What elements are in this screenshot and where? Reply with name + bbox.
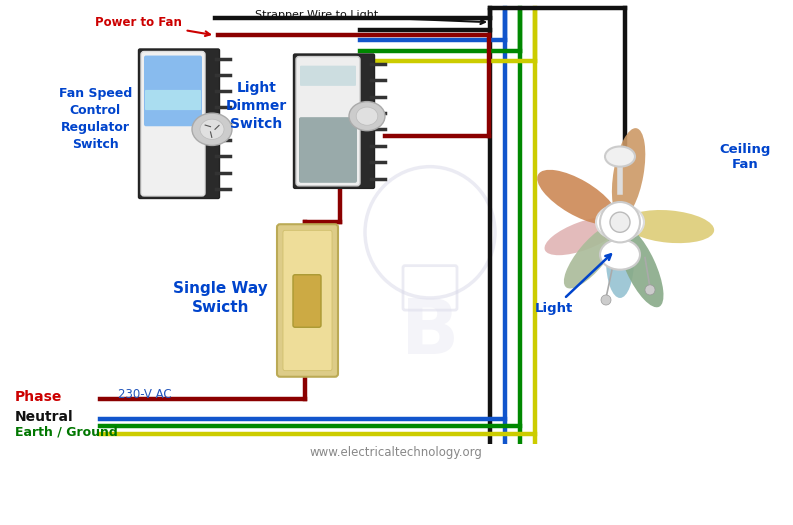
- Text: Single Way
Swicth: Single Way Swicth: [173, 280, 268, 316]
- Ellipse shape: [596, 205, 644, 240]
- Ellipse shape: [564, 224, 619, 289]
- Text: Wiring Connection of Ceiling Fan with Dimmer Light Switch: Wiring Connection of Ceiling Fan with Di…: [59, 485, 734, 505]
- FancyBboxPatch shape: [277, 224, 338, 377]
- FancyBboxPatch shape: [300, 66, 356, 86]
- Text: Strapper Wire to Light: Strapper Wire to Light: [255, 10, 485, 24]
- Text: Neutral: Neutral: [15, 410, 74, 424]
- Ellipse shape: [606, 222, 634, 298]
- Ellipse shape: [349, 102, 385, 131]
- Text: B: B: [401, 296, 459, 370]
- Ellipse shape: [612, 128, 646, 218]
- Circle shape: [610, 212, 630, 232]
- FancyBboxPatch shape: [145, 90, 201, 110]
- Text: Light
Dimmer
Switch: Light Dimmer Switch: [226, 81, 287, 131]
- FancyBboxPatch shape: [283, 230, 332, 371]
- Text: Ceiling
Fan: Ceiling Fan: [719, 143, 771, 171]
- FancyBboxPatch shape: [293, 275, 321, 327]
- Text: Earth / Ground: Earth / Ground: [15, 426, 117, 439]
- Circle shape: [601, 295, 611, 305]
- FancyBboxPatch shape: [139, 49, 220, 198]
- Ellipse shape: [200, 119, 224, 139]
- Ellipse shape: [545, 217, 620, 255]
- Ellipse shape: [600, 239, 640, 270]
- Text: Phase: Phase: [15, 390, 63, 404]
- Circle shape: [600, 202, 640, 243]
- Text: 230-V AC: 230-V AC: [118, 388, 171, 401]
- Ellipse shape: [192, 113, 232, 145]
- Ellipse shape: [624, 210, 714, 243]
- Ellipse shape: [537, 170, 617, 225]
- Ellipse shape: [356, 107, 377, 125]
- FancyBboxPatch shape: [144, 56, 202, 126]
- Text: Fan Speed
Control
Regulator
Switch: Fan Speed Control Regulator Switch: [59, 87, 132, 151]
- Circle shape: [645, 285, 655, 295]
- FancyBboxPatch shape: [296, 57, 360, 186]
- Ellipse shape: [605, 146, 635, 166]
- Text: www.electricaltechnology.org: www.electricaltechnology.org: [309, 446, 482, 459]
- Text: Power to Fan: Power to Fan: [95, 16, 210, 36]
- Text: Light: Light: [535, 254, 611, 314]
- Ellipse shape: [618, 226, 664, 307]
- FancyBboxPatch shape: [299, 117, 357, 183]
- FancyBboxPatch shape: [293, 54, 374, 188]
- FancyBboxPatch shape: [141, 51, 205, 196]
